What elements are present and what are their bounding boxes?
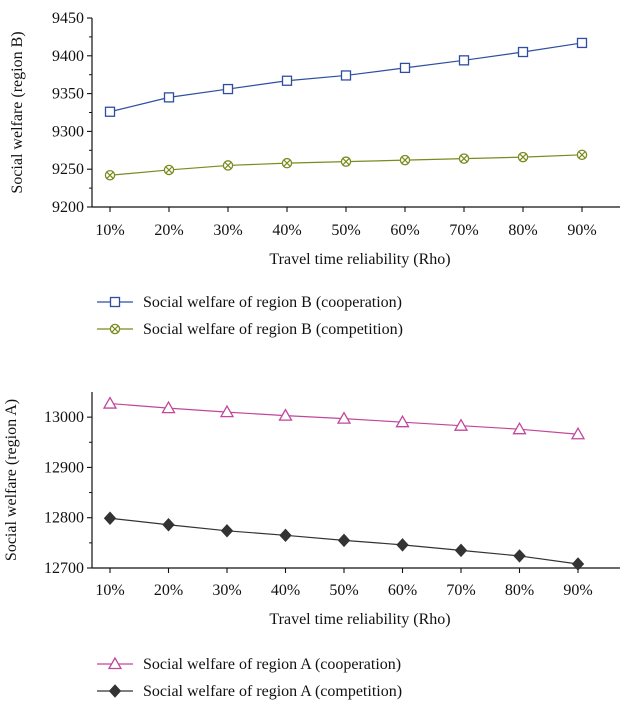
x-tick-label: 60% xyxy=(388,582,417,599)
data-point-cross xyxy=(460,154,468,163)
y-tick-label: 9200 xyxy=(52,199,84,216)
data-point xyxy=(222,160,234,171)
data-point xyxy=(281,75,293,86)
legend-marker xyxy=(107,656,123,670)
data-point xyxy=(513,549,526,563)
data-point xyxy=(161,400,176,414)
data-point-cross xyxy=(106,171,114,179)
x-axis-label: Travel time reliability (Rho) xyxy=(269,251,450,268)
data-point xyxy=(340,70,352,81)
data-point xyxy=(571,557,585,571)
x-tick-label: 10% xyxy=(95,582,124,599)
data-point xyxy=(458,55,470,66)
data-point xyxy=(337,533,351,548)
data-point xyxy=(576,149,588,161)
data-point-cross xyxy=(165,166,173,174)
data-point-cross xyxy=(401,156,409,164)
data-point xyxy=(458,153,470,164)
data-point xyxy=(454,543,468,558)
series-1 xyxy=(104,37,588,117)
data-point-cross xyxy=(578,151,586,159)
x-tick-label: 20% xyxy=(154,582,183,599)
x-tick-label: 70% xyxy=(449,222,478,239)
data-point xyxy=(103,511,117,525)
data-point xyxy=(399,62,411,74)
x-axis-label: Travel time reliability (Rho) xyxy=(269,611,450,628)
y-tick-label: 12800 xyxy=(44,510,84,527)
x-tick-label: 30% xyxy=(212,582,241,599)
data-point xyxy=(570,426,586,440)
data-point xyxy=(340,156,352,167)
series-2 xyxy=(103,511,585,571)
data-point xyxy=(336,411,352,424)
data-point xyxy=(399,154,411,166)
data-point xyxy=(162,518,175,532)
legend-marker-cross xyxy=(111,325,119,333)
data-point xyxy=(102,396,118,409)
legend-label: Social welfare of region B (competition) xyxy=(143,321,403,338)
x-tick-label: 40% xyxy=(272,222,301,239)
data-point xyxy=(163,164,175,176)
data-point xyxy=(219,404,235,418)
x-tick-label: 40% xyxy=(271,582,300,599)
legend-entry: Social welfare of region A (competition) xyxy=(97,683,402,700)
data-point-cross xyxy=(519,153,527,161)
x-tick-label: 80% xyxy=(508,222,537,239)
data-point xyxy=(278,408,293,421)
series-1 xyxy=(102,396,586,440)
x-tick-label: 90% xyxy=(563,582,592,599)
y-tick-label: 9400 xyxy=(52,48,84,65)
y-tick-label: 9350 xyxy=(52,86,84,103)
chart-2: 12700 12800 12900 13000 10% 20% 30% 40% 50% 60% 70… xyxy=(3,392,620,700)
data-point xyxy=(222,83,234,95)
x-tick-label: 70% xyxy=(446,582,475,599)
data-point xyxy=(279,528,292,543)
x-tick-label: 90% xyxy=(567,222,596,239)
legend-label: Social welfare of region A (cooperation) xyxy=(143,656,401,673)
data-point xyxy=(517,151,529,163)
data-point xyxy=(576,37,588,49)
y-tick-label: 9300 xyxy=(52,123,84,140)
x-tick-label: 30% xyxy=(213,222,242,239)
x-tick-label: 20% xyxy=(154,222,183,239)
x-tick-label: 80% xyxy=(505,582,534,599)
data-point xyxy=(517,46,529,58)
x-tick-label: 50% xyxy=(329,582,358,599)
series-2 xyxy=(104,149,588,181)
data-point xyxy=(512,421,527,435)
legend-entry: Social welfare of region A (cooperation) xyxy=(97,656,401,673)
chart-1: 9200 9250 9300 9350 9400 9450 10% 20% 30% 40% 50% 6… xyxy=(9,10,620,338)
x-tick-label: 10% xyxy=(95,222,124,239)
data-point xyxy=(281,157,293,169)
legend-entry: Social welfare of region B (competition) xyxy=(97,321,403,338)
data-point xyxy=(453,418,469,431)
data-point xyxy=(104,106,116,117)
data-point-cross xyxy=(224,161,232,170)
legend-marker xyxy=(109,296,121,308)
data-point xyxy=(220,524,234,538)
x-tick-label: 50% xyxy=(331,222,360,239)
y-tick-label: 13000 xyxy=(44,409,84,426)
y-axis-label: Social welfare (region B) xyxy=(9,31,26,193)
y-tick-label: 12900 xyxy=(44,459,84,476)
y-tick-label: 9450 xyxy=(52,10,84,27)
y-tick-label: 9250 xyxy=(52,161,84,178)
data-point xyxy=(104,169,116,181)
legend-marker xyxy=(108,684,122,698)
x-tick-label: 60% xyxy=(390,222,419,239)
legend-entry: Social welfare of region B (cooperation) xyxy=(97,294,402,311)
legend-marker xyxy=(109,323,121,335)
y-tick-label: 12700 xyxy=(44,560,84,577)
data-point xyxy=(395,414,410,428)
legend-label: Social welfare of region B (cooperation) xyxy=(143,294,402,311)
data-point xyxy=(163,92,175,103)
legend-label: Social welfare of region A (competition) xyxy=(143,683,402,700)
data-point-cross xyxy=(342,158,350,166)
data-point-cross xyxy=(283,159,291,167)
data-point xyxy=(396,538,409,552)
y-axis-label: Social welfare (region A) xyxy=(3,399,20,561)
